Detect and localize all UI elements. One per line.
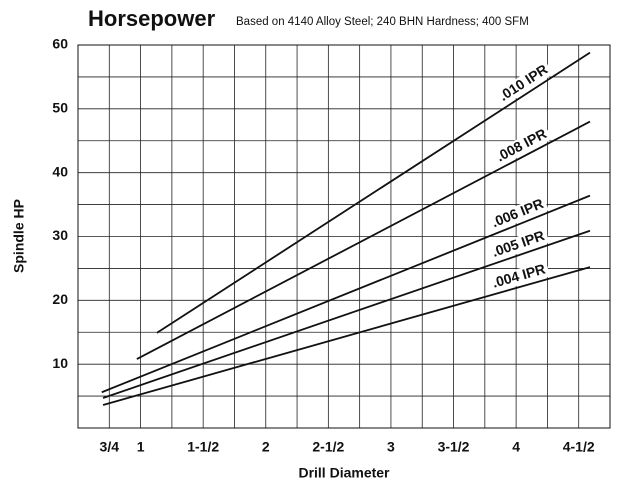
chart-title: Horsepower bbox=[88, 6, 216, 31]
x-tick-label: 1 bbox=[137, 439, 145, 455]
series-label-bg bbox=[491, 124, 553, 167]
y-tick-label: 40 bbox=[52, 163, 68, 179]
series-line bbox=[136, 120, 591, 360]
series-line bbox=[102, 266, 591, 406]
x-axis-label: Drill Diameter bbox=[298, 465, 390, 481]
x-tick-label: 2 bbox=[262, 439, 270, 455]
y-tick-label: 50 bbox=[52, 100, 68, 116]
x-tick-label: 2-1/2 bbox=[312, 439, 344, 455]
x-tick-label: 3/4 bbox=[100, 439, 120, 455]
series-label-bg bbox=[494, 60, 554, 107]
series-line bbox=[156, 51, 591, 334]
series-label: .010 IPR bbox=[496, 61, 550, 104]
series-label-bg bbox=[488, 260, 551, 293]
x-tick-label: 3 bbox=[387, 439, 395, 455]
y-tick-label: 30 bbox=[52, 227, 68, 243]
y-tick-label: 10 bbox=[52, 355, 68, 371]
chart-subtitle: Based on 4140 Alloy Steel; 240 BHN Hardn… bbox=[236, 16, 529, 28]
plot-frame bbox=[77, 44, 611, 429]
series-line bbox=[101, 194, 591, 394]
y-tick-label: 60 bbox=[52, 36, 68, 52]
y-axis-label: Spindle HP bbox=[11, 199, 27, 273]
x-tick-label: 1-1/2 bbox=[187, 439, 219, 455]
x-tick-label: 3-1/2 bbox=[438, 439, 470, 455]
x-tick-label: 4-1/2 bbox=[563, 439, 595, 455]
x-tick-label: 4 bbox=[512, 439, 520, 455]
series-label-bg bbox=[487, 195, 549, 233]
series-line bbox=[102, 229, 591, 399]
series-label-bg bbox=[487, 227, 550, 263]
series-label: .004 IPR bbox=[490, 260, 547, 290]
y-tick-label: 20 bbox=[52, 291, 68, 307]
